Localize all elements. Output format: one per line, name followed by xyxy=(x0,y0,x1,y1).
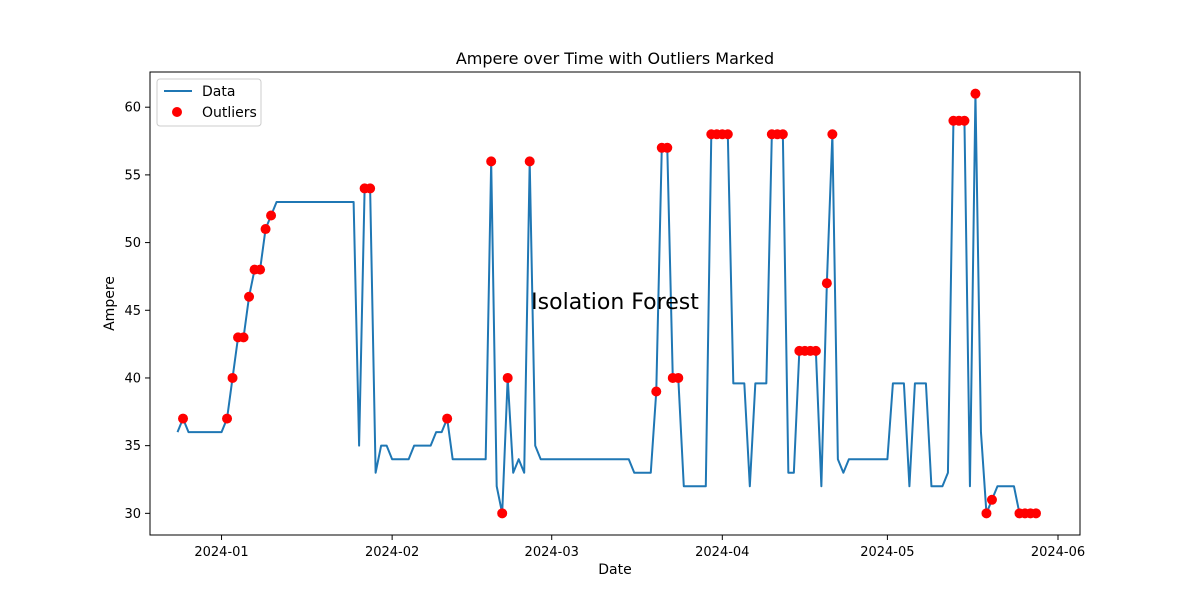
outlier-point xyxy=(524,156,535,167)
y-tick-label: 40 xyxy=(124,371,141,386)
x-axis: 2024-01 2024-02 2024-03 2024-04 2024-05 2024-… xyxy=(194,535,1085,560)
plot-frame xyxy=(149,71,1081,536)
outlier-point xyxy=(662,142,673,153)
y-tick-label: 30 xyxy=(124,507,141,522)
outlier-point xyxy=(1030,508,1041,519)
x-tick-label: 2024-04 xyxy=(695,545,749,560)
outlier-point xyxy=(981,508,992,519)
outlier-point xyxy=(827,129,838,140)
outlier-point xyxy=(244,291,255,302)
outlier-point xyxy=(810,345,821,356)
y-tick-label: 50 xyxy=(124,236,141,251)
legend: Data Outliers xyxy=(156,78,262,127)
outlier-point xyxy=(266,210,277,221)
outlier-point xyxy=(260,224,271,235)
outlier-point xyxy=(178,413,189,424)
outlier-layer xyxy=(178,88,1041,519)
outlier-point xyxy=(651,386,662,397)
legend-entry-outliers: Outliers xyxy=(202,105,257,121)
outlier-point xyxy=(238,332,249,343)
outlier-point xyxy=(986,494,997,505)
outlier-point xyxy=(227,372,238,383)
plot-area: Isolation Forest xyxy=(149,71,1081,536)
chart-title: Ampere over Time with Outliers Marked xyxy=(456,49,774,68)
outlier-point xyxy=(255,264,266,275)
y-tick-label: 35 xyxy=(124,439,141,454)
outlier-point xyxy=(722,129,733,140)
outlier-point xyxy=(821,278,832,289)
y-tick-label: 60 xyxy=(124,101,141,116)
x-tick-label: 2024-03 xyxy=(525,545,579,560)
x-tick-label: 2024-01 xyxy=(194,545,248,560)
outlier-point xyxy=(959,115,970,126)
legend-entry-data: Data xyxy=(202,84,235,100)
y-tick-label: 55 xyxy=(124,168,141,183)
outlier-point xyxy=(222,413,233,424)
y-axis: 30 35 40 45 50 55 60 xyxy=(124,101,150,522)
x-tick-label: 2024-02 xyxy=(365,545,419,560)
x-tick-label: 2024-05 xyxy=(860,545,914,560)
outlier-point xyxy=(502,372,513,383)
outlier-point xyxy=(365,183,376,194)
x-axis-label: Date xyxy=(598,562,631,578)
outlier-point xyxy=(673,372,684,383)
annotation-label: Isolation Forest xyxy=(531,290,699,315)
y-axis-label: Ampere xyxy=(102,276,118,331)
legend-outlier-marker xyxy=(172,107,182,117)
outlier-point xyxy=(970,88,981,99)
outlier-point xyxy=(497,508,508,519)
outlier-point xyxy=(486,156,497,167)
outlier-point xyxy=(442,413,453,424)
outlier-point xyxy=(777,129,788,140)
x-tick-label: 2024-06 xyxy=(1031,545,1085,560)
y-tick-label: 45 xyxy=(124,304,141,319)
